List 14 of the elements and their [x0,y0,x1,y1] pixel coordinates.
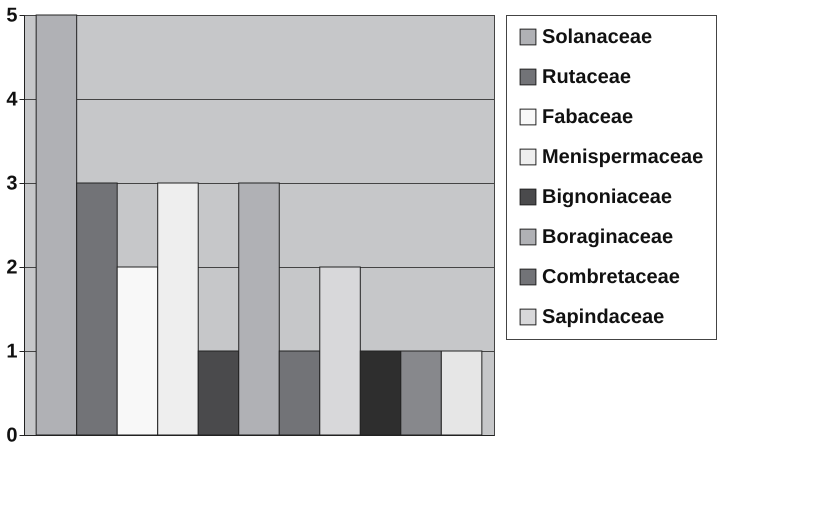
y-tick-label: 3 [6,172,18,194]
legend-label: Combretaceae [542,266,680,288]
legend-label: Menispermaceae [542,146,704,168]
legend-label: Bignoniaceae [542,186,672,208]
legend-label: Sapindaceae [542,306,664,328]
y-tick-label: 4 [6,88,18,110]
legend-label: Boraginaceae [542,226,674,248]
y-tick-label: 0 [6,424,18,446]
legend-label: Rutaceae [542,66,631,88]
legend-label: Solanaceae [542,26,652,48]
legend-label: Fabaceae [542,106,634,128]
y-tick-label: 2 [6,256,18,278]
y-tick-label: 1 [6,340,18,362]
y-tick-label: 5 [6,4,18,26]
